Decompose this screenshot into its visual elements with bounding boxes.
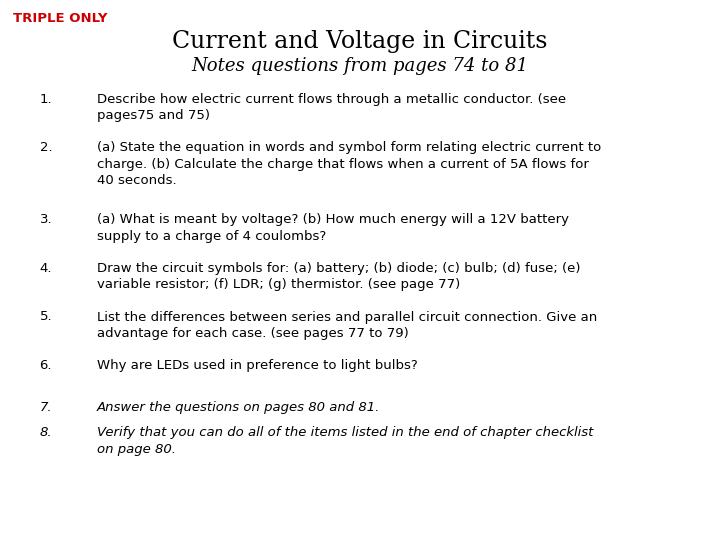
Text: Notes questions from pages 74 to 81: Notes questions from pages 74 to 81: [192, 57, 528, 75]
Text: Draw the circuit symbols for: (a) battery; (b) diode; (c) bulb; (d) fuse; (e)
va: Draw the circuit symbols for: (a) batter…: [97, 262, 581, 292]
Text: TRIPLE ONLY: TRIPLE ONLY: [13, 12, 107, 25]
Text: (a) State the equation in words and symbol form relating electric current to
cha: (a) State the equation in words and symb…: [97, 141, 601, 187]
Text: List the differences between series and parallel circuit connection. Give an
adv: List the differences between series and …: [97, 310, 598, 340]
Text: Verify that you can do all of the items listed in the end of chapter checklist
o: Verify that you can do all of the items …: [97, 426, 593, 456]
Text: 4.: 4.: [40, 262, 52, 275]
Text: 3.: 3.: [40, 213, 53, 226]
Text: 1.: 1.: [40, 93, 53, 106]
Text: 5.: 5.: [40, 310, 53, 323]
Text: Describe how electric current flows through a metallic conductor. (see
pages75 a: Describe how electric current flows thro…: [97, 93, 567, 123]
Text: Why are LEDs used in preference to light bulbs?: Why are LEDs used in preference to light…: [97, 359, 418, 372]
Text: 7.: 7.: [40, 401, 53, 414]
Text: Answer the questions on pages 80 and 81.: Answer the questions on pages 80 and 81.: [97, 401, 381, 414]
Text: 8.: 8.: [40, 426, 53, 439]
Text: Current and Voltage in Circuits: Current and Voltage in Circuits: [172, 30, 548, 53]
Text: 6.: 6.: [40, 359, 52, 372]
Text: 2.: 2.: [40, 141, 53, 154]
Text: (a) What is meant by voltage? (b) How much energy will a 12V battery
supply to a: (a) What is meant by voltage? (b) How mu…: [97, 213, 570, 243]
